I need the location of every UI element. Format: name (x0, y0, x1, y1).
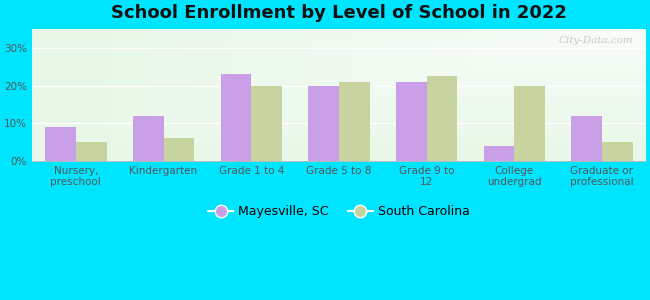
Bar (426, 76, 458, 161)
Bar (46, 127, 76, 161)
Bar (164, 138, 194, 161)
Bar (571, 116, 602, 161)
Bar (308, 86, 339, 161)
Bar (252, 86, 282, 161)
Bar (484, 146, 514, 161)
Bar (396, 82, 426, 161)
Bar (220, 74, 252, 161)
Bar (602, 142, 632, 161)
Text: City-Data.com: City-Data.com (559, 36, 634, 45)
Legend: Mayesville, SC, South Carolina: Mayesville, SC, South Carolina (203, 200, 474, 223)
Bar (133, 116, 164, 161)
Title: School Enrollment by Level of School in 2022: School Enrollment by Level of School in … (111, 4, 567, 22)
Bar (339, 82, 370, 161)
Bar (514, 86, 545, 161)
Bar (76, 142, 107, 161)
